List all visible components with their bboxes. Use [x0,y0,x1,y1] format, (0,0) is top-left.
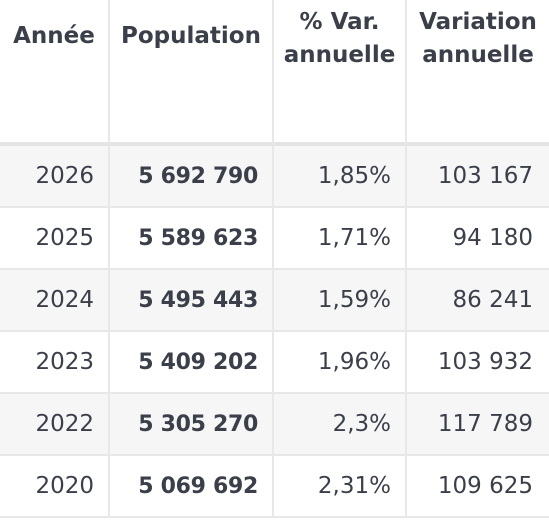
cell-population: 5 589 623 [110,208,274,270]
cell-annual-variation: 103 932 [407,332,549,394]
cell-year: 2025 [0,208,110,270]
cell-population: 5 069 692 [110,456,274,518]
cell-population: 5 409 202 [110,332,274,394]
header-pct-label-line2: annuelle [283,42,396,68]
cell-year: 2022 [0,394,110,456]
cell-pct-variation: 1,71% [274,208,407,270]
header-pct-label-line1: % Var. [299,9,380,35]
cell-annual-variation: 86 241 [407,270,549,332]
header-variation-label-line2: annuelle [422,42,534,68]
cell-year: 2024 [0,270,110,332]
cell-year: 2026 [0,146,110,208]
header-pct-variation[interactable]: % Var. annuelle [274,0,407,146]
header-annual-variation[interactable]: Variation annuelle [407,0,549,146]
cell-population: 5 495 443 [110,270,274,332]
cell-year: 2020 [0,456,110,518]
header-variation-label-line1: Variation [419,9,537,35]
header-population[interactable]: Population [110,0,274,146]
cell-pct-variation: 1,85% [274,146,407,208]
header-year-label: Année [13,23,95,49]
cell-year: 2023 [0,332,110,394]
cell-population: 5 305 270 [110,394,274,456]
cell-annual-variation: 94 180 [407,208,549,270]
cell-annual-variation: 103 167 [407,146,549,208]
header-population-label: Population [121,23,261,49]
cell-pct-variation: 1,59% [274,270,407,332]
cell-population: 5 692 790 [110,146,274,208]
cell-pct-variation: 2,3% [274,394,407,456]
cell-pct-variation: 2,31% [274,456,407,518]
cell-annual-variation: 117 789 [407,394,549,456]
cell-annual-variation: 109 625 [407,456,549,518]
header-year[interactable]: Année [0,0,110,146]
cell-pct-variation: 1,96% [274,332,407,394]
